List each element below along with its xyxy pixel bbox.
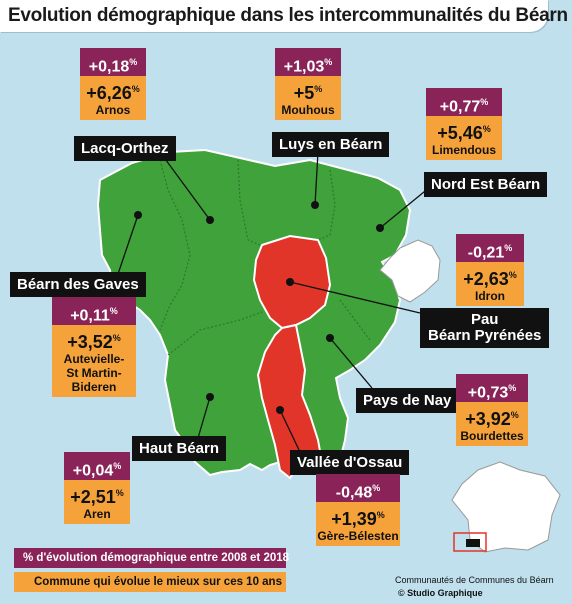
- title-bar: [0, 0, 548, 32]
- data-box-gaves: +0,11% +3,52% Autevielle- St Martin-Bidere…: [52, 297, 136, 397]
- best-commune-luys: Mouhous: [281, 103, 335, 117]
- dot-gere-belesten: [276, 406, 284, 414]
- region-label-gaves: Béarn des Gaves: [10, 272, 146, 297]
- dot-bourdettes: [326, 334, 334, 342]
- best-commune-gaves-line2: St Martin-Bideren: [66, 366, 122, 394]
- commune-dots: [134, 201, 384, 414]
- interco-change-neb: +0,77%: [426, 88, 502, 116]
- best-change-luys: +5%: [293, 83, 323, 103]
- interco-change-lacq: +0,18%: [80, 48, 146, 76]
- region-label-pau-line1: Pau: [470, 311, 499, 328]
- dot-mouhous: [311, 201, 319, 209]
- dot-limendous: [376, 224, 384, 232]
- dot-idron: [286, 278, 294, 286]
- legend-purple: % d'évolution démographique entre 2008 e…: [14, 548, 289, 568]
- interco-change-nay: +0,73%: [456, 374, 528, 402]
- region-label-pau-line2: Béarn Pyrénées: [428, 327, 542, 344]
- region-label-pau: Pau Béarn Pyrénées: [420, 308, 550, 348]
- best-change-neb: +5,46%: [437, 123, 491, 143]
- data-box-ossau: -0,48% +1,39% Gère-Bélesten: [316, 474, 400, 546]
- region-label-ossau: Vallée d'Ossau: [290, 450, 410, 475]
- data-box-luys: +1,03% +5% Mouhous: [275, 48, 341, 120]
- region-area-green-base: [96, 148, 412, 477]
- interco-change-pau: -0,21%: [456, 234, 524, 262]
- region-label-lacq: Lacq-Orthez: [74, 136, 176, 161]
- region-label-nay: Pays de Nay: [356, 388, 459, 413]
- best-commune-lacq: Arnos: [95, 103, 131, 117]
- best-commune-haut: Aren: [83, 507, 111, 521]
- best-change-gaves: +3,52%: [67, 332, 121, 352]
- region-area-outside: [379, 239, 441, 303]
- locator-frame-icon: [453, 532, 487, 552]
- dot-aren: [206, 393, 214, 401]
- dot-autevielle: [134, 211, 142, 219]
- best-change-haut: +2,51%: [70, 487, 124, 507]
- interco-change-gaves: +0,11%: [52, 297, 136, 325]
- legend-orange: Commune qui évolue le mieux sur ces 10 a…: [14, 572, 286, 592]
- best-change-nay: +3,92%: [465, 409, 519, 429]
- data-box-pau: -0,21% +2,63% Idron: [456, 234, 524, 306]
- interco-change-luys: +1,03%: [275, 48, 341, 76]
- best-change-lacq: +6,26%: [86, 83, 140, 103]
- data-box-neb: +0,77% +5,46% Limendous: [426, 88, 502, 160]
- credit-line2: © Studio Graphique: [398, 588, 483, 598]
- credit-line1: Communautés de Communes du Béarn: [395, 575, 554, 585]
- best-change-pau: +2,63%: [463, 269, 517, 289]
- region-label-luys: Luys en Béarn: [272, 132, 390, 157]
- france-inset-icon: [451, 461, 561, 553]
- dot-arnos: [206, 216, 214, 224]
- best-commune-gaves-line1: Autevielle-: [63, 352, 125, 366]
- data-box-lacq: +0,18% +6,26% Arnos: [80, 48, 146, 120]
- interco-change-haut: +0,04%: [64, 452, 130, 480]
- best-commune-neb: Limendous: [431, 143, 496, 157]
- best-change-ossau: +1,39%: [331, 509, 385, 529]
- map-title: Evolution démographique dans les interco…: [8, 5, 568, 26]
- bearn-locator-icon: [466, 539, 480, 547]
- region-label-haut: Haut Béarn: [132, 436, 227, 461]
- region-label-neb: Nord Est Béarn: [424, 172, 548, 197]
- interco-change-ossau: -0,48%: [316, 474, 400, 502]
- best-commune-nay: Bourdettes: [460, 429, 524, 443]
- data-box-nay: +0,73% +3,92% Bourdettes: [456, 374, 528, 446]
- best-commune-ossau: Gère-Bélesten: [317, 529, 399, 543]
- best-commune-pau: Idron: [475, 289, 505, 303]
- data-box-haut: +0,04% +2,51% Aren: [64, 452, 130, 524]
